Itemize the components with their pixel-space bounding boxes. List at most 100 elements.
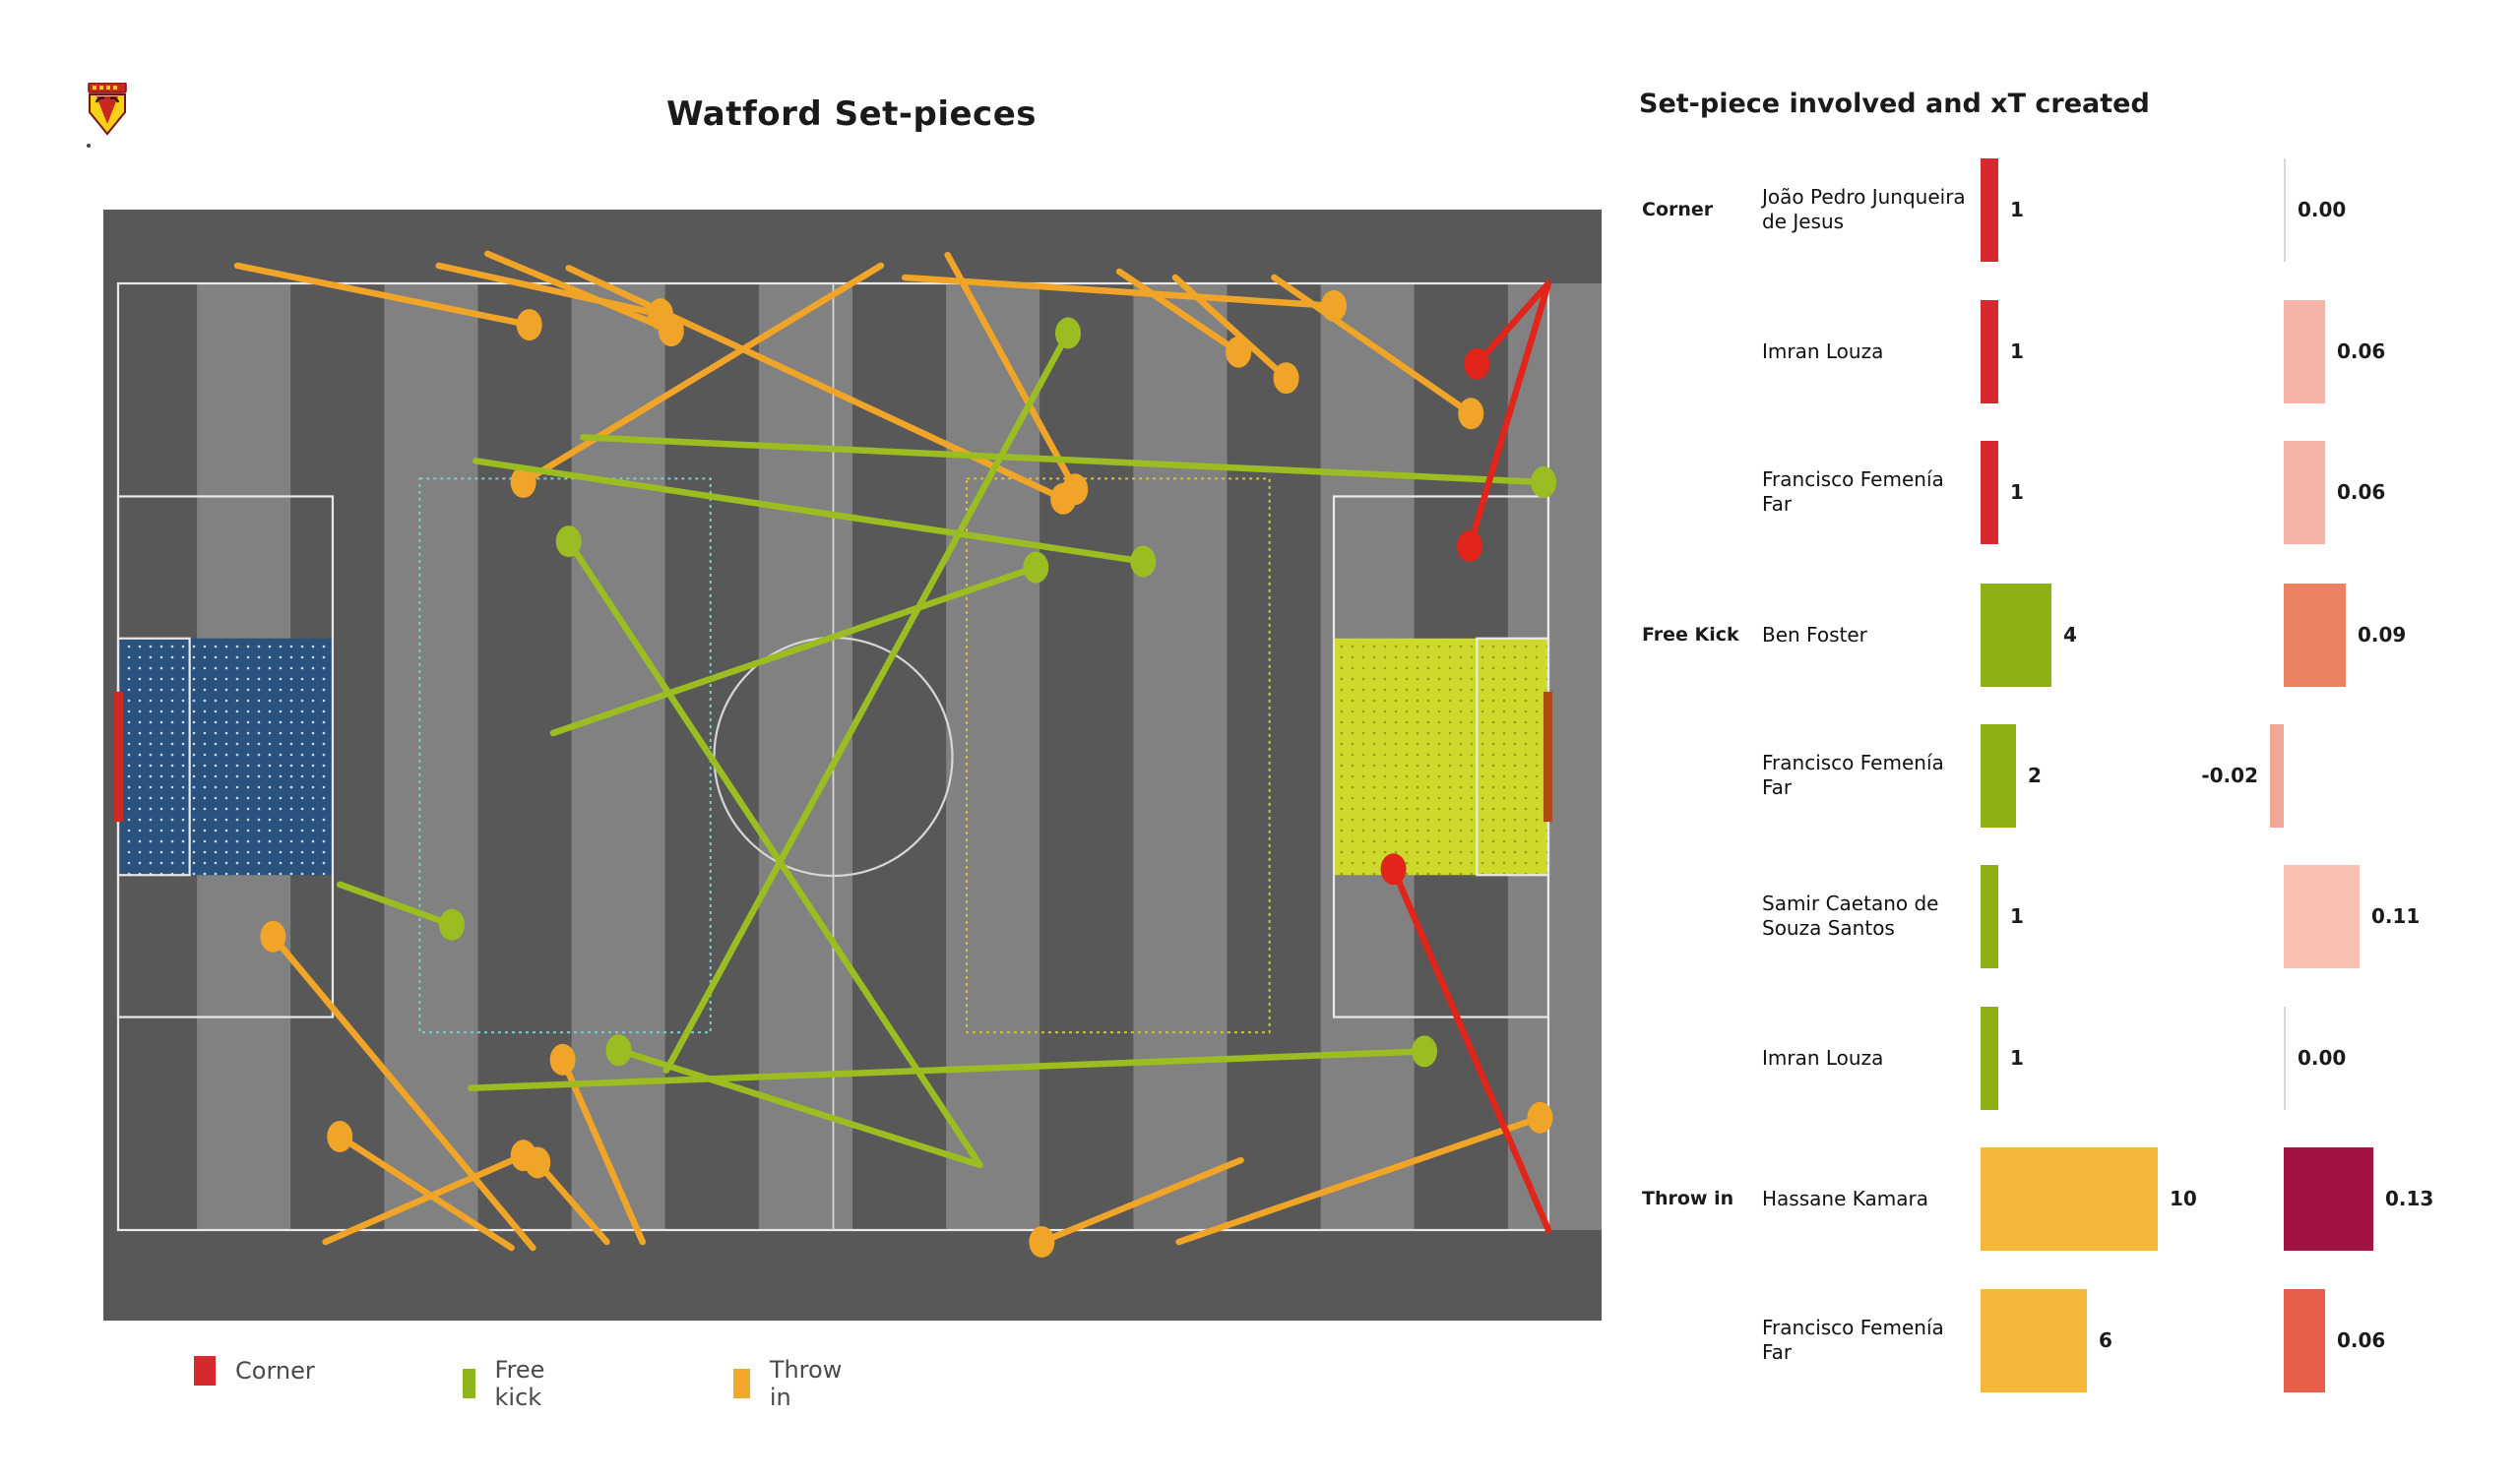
panel-title: Set-piece involved and xT created bbox=[1639, 89, 2150, 119]
count-bar bbox=[1981, 1006, 1998, 1110]
throw-in-end-dot bbox=[1458, 398, 1484, 430]
throw-in-end-dot bbox=[1029, 1226, 1055, 1259]
xt-bar-negative bbox=[2270, 723, 2284, 828]
free-kick-end-dot bbox=[1130, 545, 1157, 578]
group-label: Corner bbox=[1642, 199, 1714, 220]
throw-in-end-dot bbox=[549, 1043, 576, 1076]
count-bar bbox=[1981, 864, 1998, 968]
pitch-map bbox=[103, 210, 1602, 1321]
free-kick-line bbox=[615, 1046, 983, 1169]
legend-swatch-icon bbox=[463, 1369, 475, 1398]
corner-end-dot bbox=[1457, 529, 1483, 562]
throw-in-line bbox=[901, 274, 1338, 310]
throw-in-line bbox=[559, 1056, 647, 1246]
xt-value: 0.00 bbox=[2298, 198, 2347, 221]
free-kick-end-dot bbox=[1023, 551, 1049, 584]
player-name: Francisco Femenía Far bbox=[1762, 1316, 1944, 1364]
set-piece-row: Imran Louza 1 0.06 bbox=[1614, 280, 2520, 422]
xt-value: 0.06 bbox=[2337, 480, 2386, 504]
right-dashed-zone bbox=[966, 477, 1271, 1034]
xt-value: 0.00 bbox=[2298, 1046, 2347, 1070]
throw-in-end-dot bbox=[525, 1146, 551, 1179]
count-value: 1 bbox=[2010, 480, 2024, 504]
throw-in-line bbox=[1271, 274, 1475, 417]
throw-in-line bbox=[270, 933, 536, 1252]
corner-line bbox=[1390, 865, 1552, 1234]
throw-in-end-dot bbox=[1273, 362, 1299, 395]
legend-label: Throw in bbox=[769, 1356, 843, 1411]
xt-value: 0.06 bbox=[2337, 339, 2386, 363]
player-name: Hassane Kamara bbox=[1762, 1186, 1928, 1210]
count-bar bbox=[1981, 299, 1998, 403]
throw-in-line bbox=[233, 262, 533, 329]
xt-value: 0.11 bbox=[2371, 904, 2421, 928]
throw-in-end-dot bbox=[1527, 1101, 1553, 1134]
throw-in-line bbox=[520, 262, 885, 486]
throw-in-line bbox=[534, 1159, 610, 1246]
player-name: Francisco Femenía Far bbox=[1762, 467, 1944, 516]
legend-label: Free kick bbox=[494, 1356, 545, 1411]
xt-zero-line bbox=[2284, 1006, 2286, 1110]
count-bar bbox=[1981, 1288, 2087, 1392]
set-piece-row: Corner João Pedro Junqueira de Jesus 1 0.00 bbox=[1614, 139, 2520, 280]
free-kick-end-dot bbox=[439, 908, 466, 941]
free-kick-end-dot bbox=[1531, 466, 1557, 499]
group-label: Free Kick bbox=[1642, 624, 1739, 646]
free-kick-end-dot bbox=[555, 525, 582, 558]
legend-item-free-kick: Free kick bbox=[463, 1356, 554, 1411]
free-kick-line bbox=[472, 458, 1147, 565]
throw-in-end-dot bbox=[510, 466, 536, 499]
xt-value: -0.02 bbox=[2201, 764, 2258, 787]
throw-in-end-dot bbox=[1062, 473, 1089, 506]
throw-in-line bbox=[322, 1151, 527, 1246]
corner-end-dot bbox=[1464, 347, 1490, 380]
set-piece-row: Francisco Femenía Far 6 0.06 bbox=[1614, 1269, 2520, 1411]
right-goal-bar bbox=[1543, 691, 1552, 823]
throw-in-end-dot bbox=[516, 309, 542, 341]
left-goal-zone bbox=[118, 638, 333, 876]
xt-bar bbox=[2284, 583, 2346, 687]
right-goal-zone bbox=[1334, 638, 1548, 876]
set-piece-row: Imran Louza 1 0.00 bbox=[1614, 987, 2520, 1129]
count-value: 1 bbox=[2010, 339, 2024, 363]
corner-line bbox=[1466, 279, 1552, 550]
free-kick-line bbox=[336, 881, 456, 929]
free-kick-line bbox=[468, 1048, 1428, 1091]
player-name: Francisco Femenía Far bbox=[1762, 751, 1944, 799]
set-piece-row: Free Kick Ben Foster 4 0.09 bbox=[1614, 564, 2520, 706]
count-value: 1 bbox=[2010, 1046, 2024, 1070]
throw-in-end-dot bbox=[658, 315, 684, 347]
free-kick-line bbox=[549, 564, 1040, 737]
count-value: 1 bbox=[2010, 198, 2024, 221]
legend-item-throw-in: Throw in bbox=[733, 1356, 848, 1411]
set-piece-row: Francisco Femenía Far 2 -0.02 bbox=[1614, 705, 2520, 846]
player-name: João Pedro Junqueira de Jesus bbox=[1762, 185, 1966, 233]
xt-bar bbox=[2284, 440, 2325, 544]
player-name: Samir Caetano de Souza Santos bbox=[1762, 892, 1939, 940]
pitch-stripe bbox=[1227, 283, 1321, 1230]
count-bar bbox=[1981, 440, 1998, 544]
xt-bar bbox=[2284, 1146, 2373, 1251]
throw-in-end-dot bbox=[327, 1121, 353, 1153]
xt-bar bbox=[2284, 299, 2325, 403]
legend-label: Corner bbox=[235, 1357, 315, 1385]
set-piece-row: Throw in Hassane Kamara 10 0.13 bbox=[1614, 1128, 2520, 1269]
count-bar bbox=[1981, 723, 2016, 828]
free-kick-line bbox=[662, 330, 1072, 1074]
pitch-stripe bbox=[1133, 283, 1228, 1230]
free-kick-end-dot bbox=[1412, 1035, 1438, 1068]
set-piece-row: Francisco Femenía Far 1 0.06 bbox=[1614, 421, 2520, 563]
count-value: 2 bbox=[2028, 764, 2042, 787]
count-value: 10 bbox=[2170, 1187, 2197, 1210]
pitch-stripe bbox=[384, 283, 478, 1230]
watford-crest-logo bbox=[85, 82, 130, 140]
player-name: Ben Foster bbox=[1762, 622, 1867, 647]
count-value: 4 bbox=[2063, 623, 2077, 647]
legend-swatch-icon bbox=[733, 1369, 750, 1398]
legend-swatch-icon bbox=[194, 1356, 216, 1386]
count-bar bbox=[1981, 1146, 2158, 1251]
xt-zero-line bbox=[2284, 157, 2286, 262]
legend-item-corner: Corner bbox=[194, 1356, 315, 1386]
set-piece-row: Samir Caetano de Souza Santos 1 0.11 bbox=[1614, 845, 2520, 987]
crest-icon bbox=[88, 82, 127, 136]
